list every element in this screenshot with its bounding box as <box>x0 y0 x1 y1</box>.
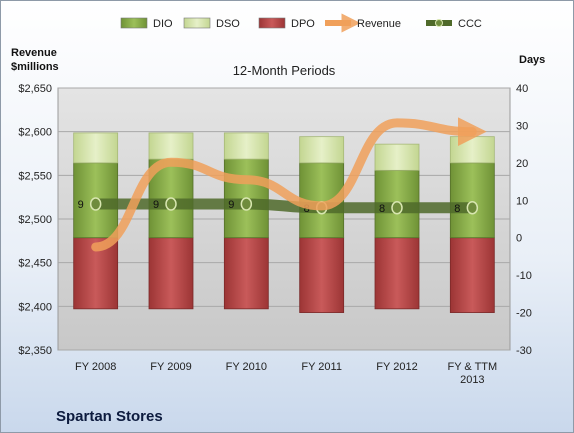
bar-dpo <box>223 237 269 310</box>
right-axis-label: Days <box>519 54 545 66</box>
revenue-series <box>91 117 487 252</box>
left-tick-label: $2,650 <box>18 83 52 95</box>
category-label: FY 2009 <box>150 361 191 373</box>
ccc-data-label: 9 <box>153 199 159 211</box>
legend-swatch-ccc-dot <box>435 19 443 27</box>
bar-dso <box>148 132 194 160</box>
legend-swatch-dio <box>120 17 148 29</box>
bar-dpo <box>299 237 345 313</box>
bar-dso <box>374 143 420 171</box>
right-tick-label: 10 <box>516 195 528 207</box>
legend: DIO DSO DPO Revenue CCC <box>120 13 482 33</box>
bar-dio <box>449 162 495 239</box>
right-tick-label: 0 <box>516 233 522 245</box>
bar-dso <box>223 132 269 160</box>
category-label: FY 2008 <box>75 361 116 373</box>
bar-dso <box>449 136 495 164</box>
left-axis-label-line1: Revenue <box>11 47 57 59</box>
right-tick-label: 30 <box>516 120 528 132</box>
bar-dso <box>73 132 119 164</box>
legend-label-dio: DIO <box>153 18 173 30</box>
left-axis-label-line2: $millions <box>11 61 59 73</box>
right-tick-label: -20 <box>516 308 532 320</box>
left-tick-label: $2,400 <box>18 301 52 313</box>
left-tick-label: $2,350 <box>18 345 52 357</box>
ccc-point <box>391 201 403 215</box>
ccc-data-label: 8 <box>454 203 460 215</box>
right-axis-ticks: -30 -20 -10 0 10 20 30 40 <box>516 83 532 357</box>
category-label: FY 2012 <box>376 361 417 373</box>
legend-label-dpo: DPO <box>291 18 315 30</box>
left-tick-label: $2,600 <box>18 127 52 139</box>
bar-dpo <box>148 237 194 310</box>
ccc-point <box>165 197 177 211</box>
ccc-data-label: 9 <box>228 199 234 211</box>
legend-label-dso: DSO <box>216 18 240 30</box>
ccc-point <box>466 201 479 215</box>
chart-title: 12-Month Periods <box>233 63 336 78</box>
revenue-line <box>91 117 487 252</box>
right-tick-label: -30 <box>516 345 532 357</box>
category-labels: FY 2008 FY 2009 FY 2010 FY 2011 FY 2012 FY & … <box>75 361 497 386</box>
company-name: Spartan Stores <box>56 408 163 425</box>
left-tick-label: $2,450 <box>18 258 52 270</box>
legend-label-ccc: CCC <box>458 18 482 30</box>
ccc-data-label: 9 <box>78 199 84 211</box>
left-tick-label: $2,550 <box>18 170 52 182</box>
ccc-data-label: 8 <box>379 203 385 215</box>
bar-dpo <box>374 237 420 310</box>
category-label: FY & TTM 2013 <box>447 361 497 386</box>
legend-swatch-dso <box>183 17 211 29</box>
bar-dpo <box>449 237 495 313</box>
category-label: FY 2011 <box>301 361 342 373</box>
category-label: FY 2010 <box>226 361 267 373</box>
bar-dso <box>299 136 345 164</box>
ccc-point <box>240 197 253 211</box>
left-tick-label: $2,500 <box>18 214 52 226</box>
right-tick-label: 20 <box>516 158 528 170</box>
legend-label-revenue: Revenue <box>357 18 401 30</box>
right-tick-label: -10 <box>516 270 532 282</box>
ccc-point <box>89 197 102 211</box>
left-axis-ticks: $2,350 $2,400 $2,450 $2,500 $2,550 $2,600 $2,6… <box>18 83 52 357</box>
legend-swatch-dpo <box>258 17 286 29</box>
right-tick-label: 40 <box>516 83 528 95</box>
ccc-line <box>90 198 478 214</box>
